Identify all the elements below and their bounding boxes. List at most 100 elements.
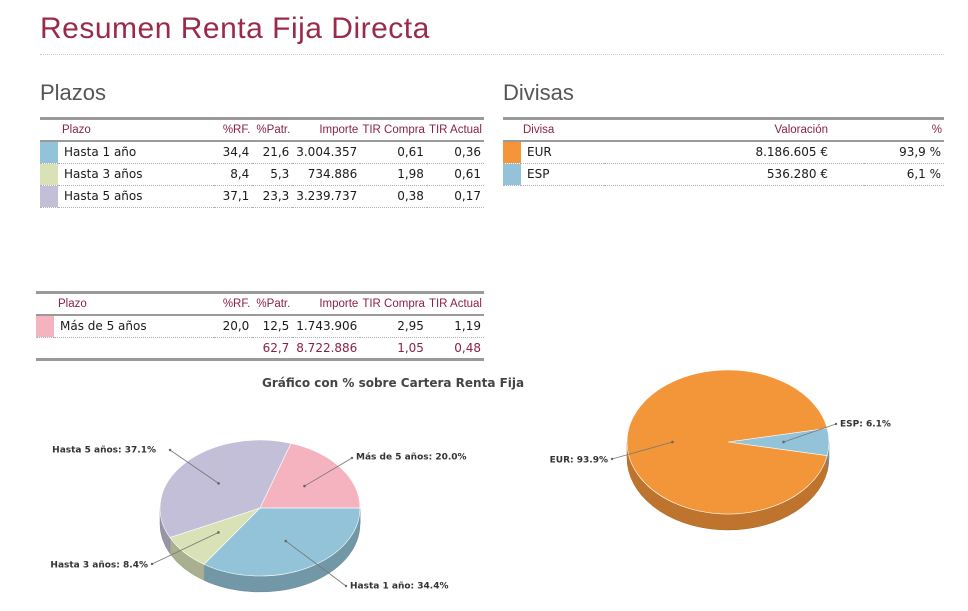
row-label: Hasta 1 año — [58, 140, 215, 164]
row-rf: 37,1 — [214, 185, 253, 208]
row-pct: 6,1 % — [864, 163, 944, 186]
col-importe: Importe — [292, 291, 361, 316]
row-importe: 734.886 — [292, 163, 361, 186]
leader-dot — [610, 457, 614, 461]
row-rf: 8,4 — [214, 163, 253, 186]
col-tir-actual: TIR Actual — [426, 117, 484, 142]
row-divisa: ESP — [521, 163, 604, 186]
color-swatch — [40, 185, 58, 208]
pie-slice-0 — [259, 442, 361, 509]
col-importe: Importe — [292, 117, 361, 142]
leader-line — [285, 540, 347, 587]
table-header-row: Divisa Valoración % — [503, 117, 944, 142]
table-header-row: Plazo %RF. %Patr. Importe TIR Compra TIR… — [40, 117, 484, 142]
total-patr: 62,7 — [252, 337, 293, 361]
table-row: Hasta 5 años 37,1 23,3 3.239.737 0,38 0,17 — [40, 185, 484, 208]
row-label: Hasta 3 años — [58, 163, 215, 186]
row-label: Hasta 5 años — [58, 185, 215, 208]
leader-line — [611, 441, 673, 460]
color-swatch — [40, 140, 58, 164]
col-rf: %RF. — [214, 117, 253, 142]
col-divisa: Divisa — [521, 117, 604, 142]
total-tir-compra: 1,05 — [360, 337, 427, 361]
row-rf: 34,4 — [214, 140, 253, 164]
leader-dot — [168, 448, 172, 452]
divisas-pie-chart: ESP: 6.1% EUR: 93.9% — [550, 369, 891, 531]
col-patr: %Patr. — [252, 291, 293, 316]
leader-line — [151, 532, 219, 565]
col-tir-actual: TIR Actual — [426, 291, 484, 316]
row-tir-compra: 2,95 — [360, 314, 427, 338]
leader-dot — [344, 584, 348, 588]
leader-dot — [350, 456, 354, 460]
row-pct: 93,9 % — [864, 140, 944, 164]
table-row: Hasta 1 año 34,4 21,6 3.004.357 0,61 0,36 — [40, 140, 484, 164]
table-row: ESP 536.280 €6,1 % — [503, 163, 944, 186]
table-row: EUR 8.186.605 €93,9 % — [503, 140, 944, 164]
leader-line — [783, 423, 837, 443]
pie-label: Hasta 1 año: 34.4% — [350, 582, 449, 592]
pie-slice-3 — [159, 439, 292, 538]
total-importe: 8.722.886 — [292, 337, 361, 361]
col-pct: % — [864, 117, 944, 142]
row-label: Más de 5 años — [54, 314, 215, 338]
row-rf: 20,0 — [214, 314, 253, 338]
row-tir-compra: 0,61 — [360, 140, 427, 164]
table-row: Más de 5 años 20,0 12,5 1.743.906 2,95 1,19 — [36, 314, 484, 338]
row-patr: 5,3 — [252, 163, 293, 186]
row-importe: 1.743.906 — [292, 314, 361, 338]
leader-line — [169, 449, 219, 484]
col-valoracion: Valoración — [604, 117, 864, 142]
leader-dot — [217, 482, 220, 485]
table-header-row: Plazo %RF. %Patr. Importe TIR Compra TIR… — [36, 291, 484, 316]
leader-dot — [217, 531, 220, 534]
plazos-pie-chart: Más de 5 años: 20.0% Hasta 1 año: 34.4% Ha… — [50, 439, 467, 593]
row-importe: 3.004.357 — [292, 140, 361, 164]
pie-label: ESP: 6.1% — [840, 420, 891, 430]
total-tir-actual: 0,48 — [426, 337, 484, 361]
row-patr: 12,5 — [252, 314, 293, 338]
row-valoracion: 536.280 € — [604, 163, 864, 186]
row-valoracion: 8.186.605 € — [604, 140, 864, 164]
col-patr: %Patr. — [252, 117, 293, 142]
pie-label: EUR: 93.9% — [550, 456, 608, 466]
leader-dot — [284, 539, 288, 543]
col-rf: %RF. — [214, 291, 253, 316]
row-tir-actual: 0,61 — [426, 163, 484, 186]
plazos-table-2: Plazo %RF. %Patr. Importe TIR Compra TIR… — [36, 291, 484, 361]
table-row: Hasta 3 años 8,4 5,3 734.886 1,98 0,61 — [40, 163, 484, 186]
pie-label: Hasta 3 años: 8.4% — [50, 561, 148, 571]
color-swatch — [40, 163, 58, 186]
row-tir-actual: 0,17 — [426, 185, 484, 208]
row-tir-compra: 1,98 — [360, 163, 427, 186]
row-patr: 21,6 — [252, 140, 293, 164]
plazos-heading: Plazos — [40, 80, 107, 105]
pie-slice-1 — [203, 507, 361, 577]
pie-slice-1 — [626, 369, 828, 515]
col-plazo: Plazo — [54, 291, 215, 316]
leader-dot — [303, 484, 306, 488]
leader-dot — [671, 440, 674, 444]
pie-label: Más de 5 años: 20.0% — [356, 453, 467, 463]
col-tir-compra: TIR Compra — [360, 291, 427, 316]
leader-dot — [150, 562, 154, 566]
leader-dot — [782, 440, 785, 444]
row-tir-actual: 0,36 — [426, 140, 484, 164]
pie-label: Hasta 5 años: 37.1% — [52, 446, 156, 456]
row-patr: 23,3 — [252, 185, 293, 208]
row-importe: 3.239.737 — [292, 185, 361, 208]
row-tir-actual: 1,19 — [426, 314, 484, 338]
row-divisa: EUR — [521, 140, 604, 164]
chart-title: Gráfico con % sobre Cartera Renta Fija — [262, 376, 525, 390]
plazos-table: Plazo %RF. %Patr. Importe TIR Compra TIR… — [40, 117, 484, 208]
leader-line — [304, 457, 353, 487]
page-title: Resumen Renta Fija Directa — [40, 12, 430, 45]
color-swatch — [36, 314, 54, 338]
color-swatch — [503, 140, 521, 164]
title-divider — [40, 54, 944, 55]
row-tir-compra: 0,38 — [360, 185, 427, 208]
total-row: 62,7 8.722.886 1,05 0,48 — [36, 337, 484, 361]
divisas-table: Divisa Valoración % EUR 8.186.605 €93,9 %… — [503, 117, 944, 186]
color-swatch — [503, 163, 521, 186]
divisas-heading: Divisas — [503, 80, 574, 105]
